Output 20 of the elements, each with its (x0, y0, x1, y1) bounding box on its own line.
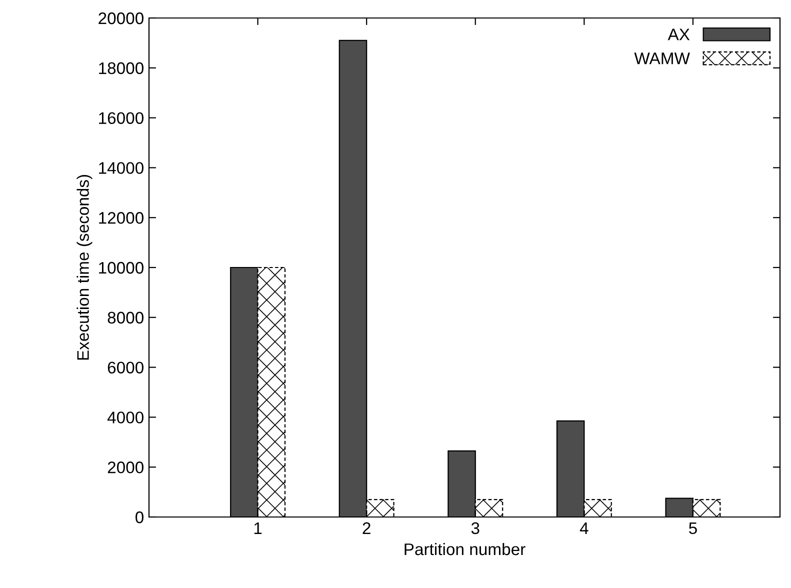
y-tick-label: 14000 (99, 162, 144, 174)
y-axis-title: Execution time (seconds) (76, 174, 92, 360)
legend-label: WAMW (634, 52, 690, 64)
y-tick-label: 8000 (108, 312, 144, 324)
y-tick-label: 0 (136, 511, 144, 524)
y-tick-label: 20000 (98, 12, 144, 24)
x-tick-label: 4 (580, 522, 588, 534)
x-tick-label: 5 (689, 522, 697, 534)
x-tick-label: 3 (471, 522, 480, 534)
y-tick-label: 6000 (108, 362, 144, 374)
y-tick-label: 16000 (99, 112, 144, 124)
x-tick-label: 2 (362, 522, 370, 534)
y-tick-label: 10000 (99, 262, 144, 274)
y-tick-label: 2000 (108, 462, 144, 474)
y-tick-label: 4000 (107, 412, 144, 424)
legend-label: AX (668, 28, 690, 40)
x-axis-title: Partition number (404, 542, 526, 556)
y-tick-label: 18000 (99, 62, 144, 74)
y-tick-label: 12000 (99, 212, 144, 224)
x-tick-label: 1 (254, 522, 262, 534)
